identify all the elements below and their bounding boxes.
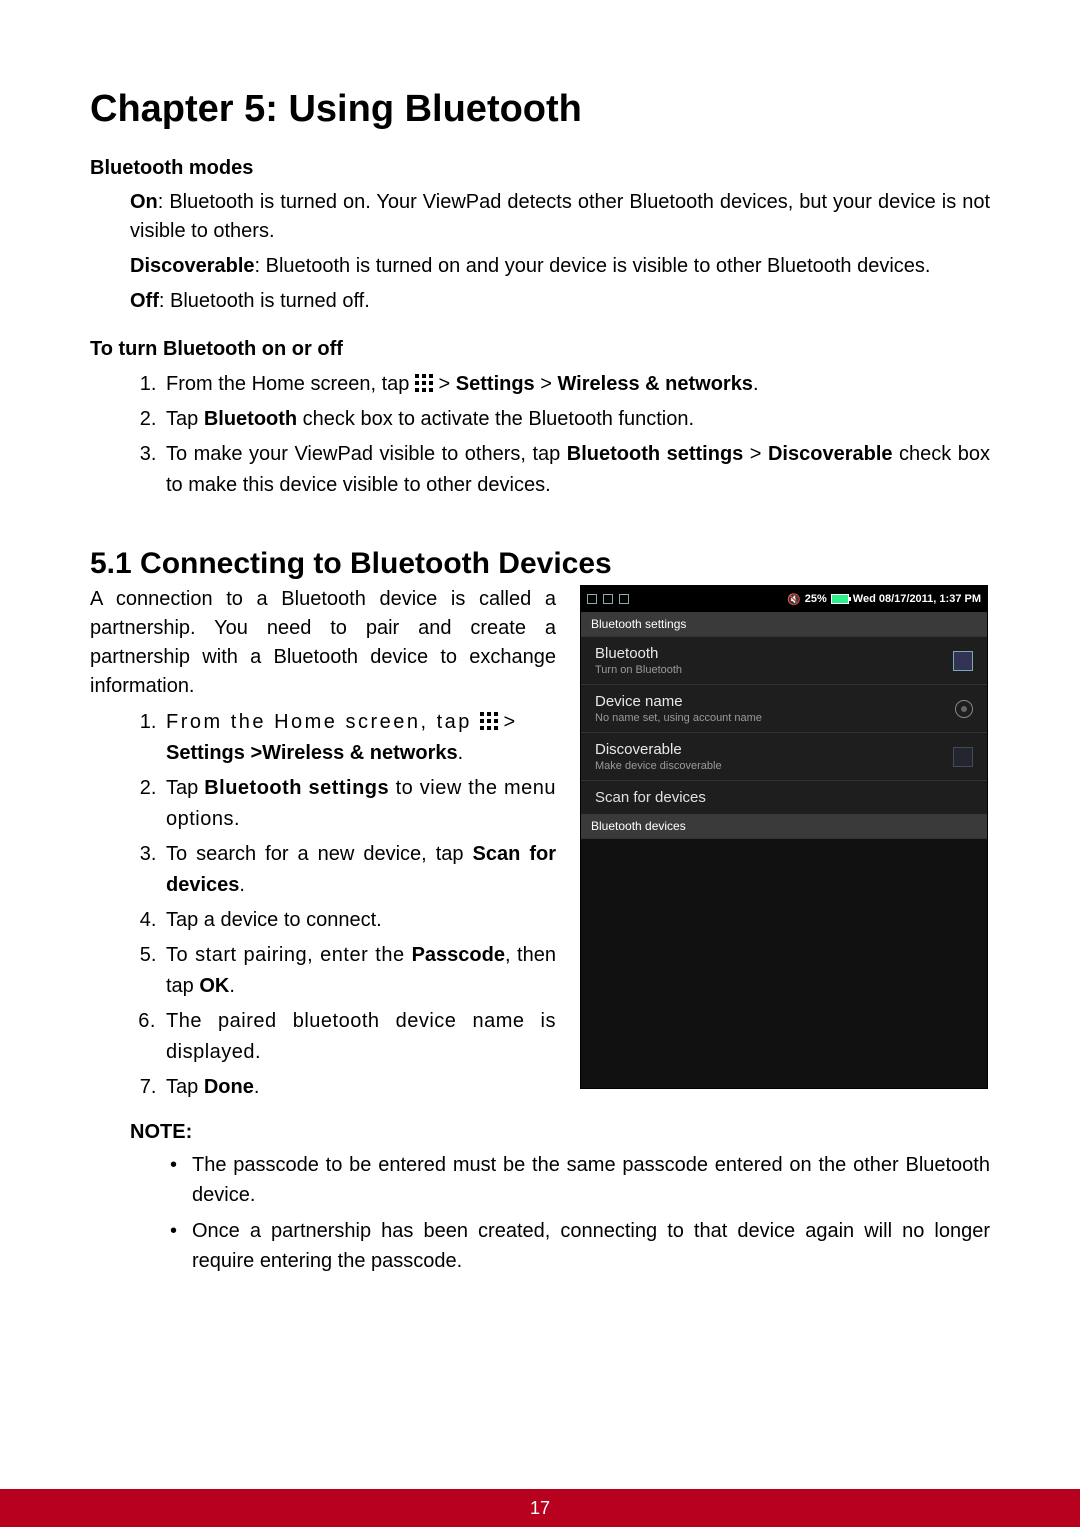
status-left (587, 594, 629, 604)
left-column: A connection to a Bluetooth device is ca… (90, 585, 556, 1107)
settings-label: Settings (166, 742, 245, 764)
text: > (433, 373, 456, 395)
bt-devices-header: Bluetooth devices (581, 814, 987, 838)
bluetooth-label: Bluetooth (204, 408, 297, 430)
section-5-1-heading: 5.1 Connecting to Bluetooth Devices (90, 547, 990, 581)
discoverable-label: Discoverable (768, 443, 893, 465)
row-disc-sub: Make device discoverable (595, 760, 722, 772)
connect-step-5: To start pairing, enter the Passcode, th… (162, 940, 556, 1002)
note-item-1: The passcode to be entered must be the s… (170, 1150, 990, 1210)
apps-grid-icon (415, 374, 433, 392)
passcode-label: Passcode (412, 944, 505, 966)
mode-discoverable: Discoverable: Bluetooth is turned on and… (130, 252, 990, 281)
row-device-name[interactable]: Device name No name set, using account n… (581, 684, 987, 732)
bt-settings-label: Bluetooth settings (204, 777, 389, 799)
note-word: NOTE (130, 1121, 186, 1143)
text: To search for a new device, tap (166, 843, 473, 865)
text: check box to activate the Bluetooth func… (297, 408, 694, 430)
row-scan[interactable]: Scan for devices (581, 780, 987, 814)
text: Tap (166, 1076, 204, 1098)
status-icon (603, 594, 613, 604)
row-bt-sub: Turn on Bluetooth (595, 664, 682, 676)
text: > (535, 373, 558, 395)
bluetooth-modes-heading: Bluetooth modes (90, 157, 990, 180)
wireless-label: Wireless & networks (262, 742, 457, 764)
toggle-heading: To turn Bluetooth on or off (90, 338, 990, 361)
bluetooth-checkbox[interactable] (953, 651, 973, 671)
text: Tap (166, 777, 204, 799)
note-list: The passcode to be entered must be the s… (90, 1150, 990, 1276)
note-item-2: Once a partnership has been created, con… (170, 1216, 990, 1276)
row-scan-label: Scan for devices (595, 789, 706, 806)
row-discoverable[interactable]: Discoverable Make device discoverable (581, 732, 987, 780)
mode-on: On: Bluetooth is turned on. Your ViewPad… (130, 188, 990, 246)
row-name-title: Device name (595, 693, 762, 710)
page-footer: 17 (0, 1489, 1080, 1527)
discoverable-checkbox[interactable] (953, 747, 973, 767)
connect-step-3: To search for a new device, tap Scan for… (162, 839, 556, 901)
connect-step-1: From the Home screen, tap > Settings >Wi… (162, 707, 556, 769)
connect-step-7: Tap Done. (162, 1072, 556, 1103)
text: . (229, 975, 235, 997)
text: > (743, 443, 768, 465)
two-column-layout: A connection to a Bluetooth device is ca… (90, 585, 990, 1107)
text: From the Home screen, tap (166, 711, 480, 733)
bt-settings-label: Bluetooth settings (567, 443, 744, 465)
connect-step-4: Tap a device to connect. (162, 905, 556, 936)
mode-disc-label: Discoverable (130, 255, 255, 277)
row-disc-title: Discoverable (595, 741, 722, 758)
modes-block: On: Bluetooth is turned on. Your ViewPad… (90, 188, 990, 316)
text: . (239, 874, 245, 896)
volume-icon: 🔇 (787, 593, 801, 606)
bt-settings-header: Bluetooth settings (581, 612, 987, 636)
ok-label: OK (199, 975, 229, 997)
device-name-indicator (955, 700, 973, 718)
status-icon (587, 594, 597, 604)
status-right: 🔇 25% Wed 08/17/2011, 1:37 PM (787, 593, 981, 606)
connect-steps: From the Home screen, tap > Settings >Wi… (90, 707, 556, 1103)
battery-icon (831, 594, 849, 604)
page-number: 17 (530, 1498, 550, 1519)
status-bar: 🔇 25% Wed 08/17/2011, 1:37 PM (581, 586, 987, 612)
connect-intro: A connection to a Bluetooth device is ca… (90, 585, 556, 701)
row-name-sub: No name set, using account name (595, 712, 762, 724)
connect-step-2: Tap Bluetooth settings to view the menu … (162, 773, 556, 835)
wireless-label: Wireless & networks (557, 373, 752, 395)
toggle-steps: From the Home screen, tap > Settings > W… (90, 369, 990, 501)
toggle-step-2: Tap Bluetooth check box to activate the … (162, 404, 990, 435)
mode-off-label: Off (130, 290, 159, 312)
text: . (753, 373, 759, 395)
settings-label: Settings (456, 373, 535, 395)
battery-percent: 25% (805, 593, 827, 605)
mode-off: Off: Bluetooth is turned off. (130, 287, 990, 316)
status-icon (619, 594, 629, 604)
note-label: NOTE: (90, 1121, 990, 1144)
text: > (498, 711, 515, 733)
text: . (458, 742, 464, 764)
mode-on-label: On (130, 191, 158, 213)
done-label: Done (204, 1076, 254, 1098)
toggle-step-3: To make your ViewPad visible to others, … (162, 439, 990, 501)
status-datetime: Wed 08/17/2011, 1:37 PM (853, 593, 981, 605)
apps-grid-icon (480, 712, 498, 730)
row-bt-title: Bluetooth (595, 645, 682, 662)
right-column: 🔇 25% Wed 08/17/2011, 1:37 PM Bluetooth … (580, 585, 990, 1089)
row-bluetooth[interactable]: Bluetooth Turn on Bluetooth (581, 636, 987, 684)
document-page: Chapter 5: Using Bluetooth Bluetooth mod… (0, 0, 1080, 1527)
toggle-step-1: From the Home screen, tap > Settings > W… (162, 369, 990, 400)
text: To make your ViewPad visible to others, … (166, 443, 567, 465)
bt-devices-list (581, 838, 987, 1088)
mode-off-text: : Bluetooth is turned off. (159, 290, 370, 312)
connect-step-6: The paired bluetooth device name is disp… (162, 1006, 556, 1068)
text: To start pairing, enter the (166, 944, 412, 966)
mode-disc-text: : Bluetooth is turned on and your device… (255, 255, 931, 277)
bluetooth-settings-screenshot: 🔇 25% Wed 08/17/2011, 1:37 PM Bluetooth … (580, 585, 988, 1089)
text: Tap (166, 408, 204, 430)
text: > (245, 742, 262, 764)
mode-on-text: : Bluetooth is turned on. Your ViewPad d… (130, 191, 990, 242)
text: . (254, 1076, 260, 1098)
text: From the Home screen, tap (166, 373, 415, 395)
text: : (186, 1121, 193, 1143)
chapter-title: Chapter 5: Using Bluetooth (90, 88, 990, 131)
